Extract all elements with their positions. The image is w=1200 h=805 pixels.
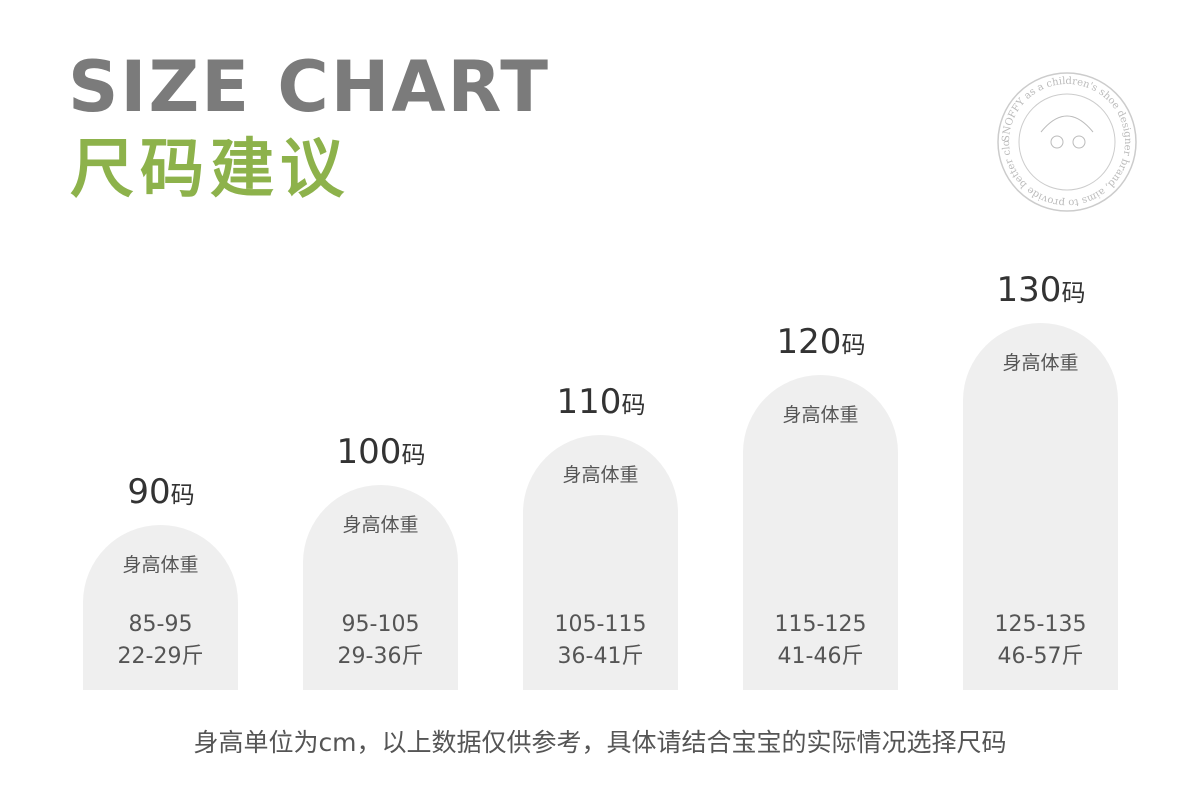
- size-number: 90: [127, 472, 171, 512]
- size-unit: 码: [170, 481, 195, 509]
- card-label: 身高体重: [562, 464, 639, 486]
- size-number: 110: [556, 382, 622, 422]
- footnote: 身高单位为cm，以上数据仅供参考，具体请结合宝宝的实际情况选择尺码: [193, 728, 1007, 757]
- size-card: [523, 435, 678, 690]
- card-label: 身高体重: [342, 514, 419, 536]
- size-number: 120: [776, 322, 842, 362]
- weight-range: 22-29斤: [117, 644, 204, 669]
- size-label: 110码: [501, 385, 701, 419]
- size-card: [743, 375, 898, 690]
- size-card: [303, 485, 458, 690]
- weight-range: 41-46斤: [777, 644, 864, 669]
- size-unit: 码: [621, 391, 646, 419]
- size-unit: 码: [1061, 279, 1086, 307]
- title: SIZE CHART: [68, 46, 551, 128]
- card-label: 身高体重: [122, 554, 199, 576]
- height-range: 95-105: [341, 612, 420, 637]
- size-label: 90码: [61, 475, 261, 509]
- height-range: 105-115: [554, 612, 647, 637]
- size-label: 100码: [281, 435, 481, 469]
- height-range: 125-135: [994, 612, 1087, 637]
- size-card: [83, 525, 238, 690]
- size-card: [963, 323, 1118, 690]
- weight-range: 36-41斤: [557, 644, 644, 669]
- height-range: 115-125: [774, 612, 867, 637]
- height-range: 85-95: [128, 612, 193, 637]
- weight-range: 46-57斤: [997, 644, 1084, 669]
- card-label: 身高体重: [1002, 352, 1079, 374]
- size-number: 130: [996, 270, 1062, 310]
- subtitle: 尺码建议: [70, 133, 350, 207]
- size-unit: 码: [841, 331, 866, 359]
- size-label: 120码: [721, 325, 921, 359]
- size-unit: 码: [401, 441, 426, 469]
- card-label: 身高体重: [782, 404, 859, 426]
- weight-range: 29-36斤: [337, 644, 424, 669]
- size-number: 100: [336, 432, 402, 472]
- size-label: 130码: [941, 273, 1141, 307]
- logo: SNOFFY as a children's shoe designer bra…: [995, 70, 1137, 212]
